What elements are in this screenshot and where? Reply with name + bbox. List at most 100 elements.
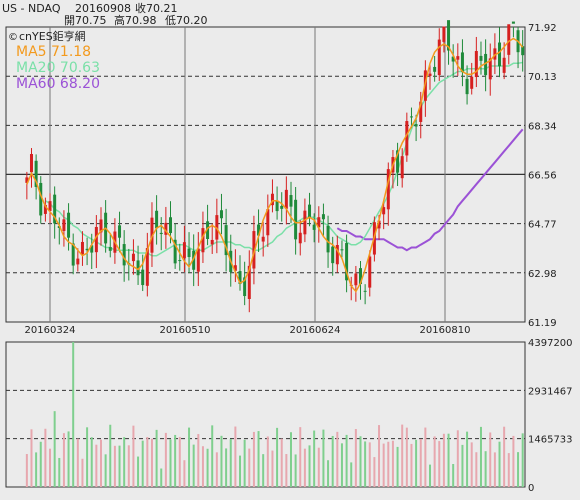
candle-body [474,51,478,78]
candle-body [90,245,94,253]
volume-bar [308,445,311,487]
candle-body [354,273,358,286]
candle-body [294,199,298,240]
candle-body [447,20,451,51]
candle-body [233,265,237,271]
candle-body [358,268,362,285]
volume-bar [507,453,510,487]
candle-body [48,201,52,211]
volume-bar [350,462,353,487]
volume-bar [257,431,260,487]
candle-body [428,73,432,77]
candle-body [169,217,173,234]
volume-bar [174,434,177,487]
volume-bar [215,452,218,487]
volume-bar [201,446,204,487]
candle-body [382,207,386,215]
volume-bar [266,436,269,487]
candle-body [178,260,182,262]
price-tick-label: 66.56 [528,170,557,181]
candle-body [141,269,145,286]
volume-bar [322,429,325,487]
volume-bar [354,428,357,487]
candle-body [386,169,390,210]
volume-bar [289,432,292,487]
volume-bar [405,427,408,487]
candle-body [34,160,38,187]
volume-bar [368,442,371,487]
volume-bar [442,433,445,487]
volume-bar [517,452,520,487]
volume-bars [25,342,524,487]
candle-body [131,253,135,262]
candle-body [118,225,122,238]
volume-bar [285,454,288,487]
candle-body [215,215,219,240]
candle-body [414,124,418,127]
volume-bar [137,456,140,487]
ma60-layer [336,128,524,252]
volume-bar [433,436,436,487]
volume-bar [461,444,464,487]
volume-bar [58,457,61,487]
candle-body [326,225,330,253]
candle-body [261,236,265,242]
price-tick-label: 62.98 [528,269,557,280]
candle-body [80,241,84,255]
candle-body [460,52,464,73]
candle-body [206,221,210,239]
candle-body [257,224,261,236]
volume-bar [498,441,501,487]
date-tick-label: 20160324 [25,325,76,336]
candle-body [345,243,349,281]
candle-body [62,219,66,231]
candle-body [53,194,57,224]
candle-body [289,195,293,207]
volume-bar [396,446,399,487]
volume-bar [234,426,237,487]
candle-body [317,217,321,228]
candle-body [99,219,103,233]
volume-bar [104,454,107,487]
volume-bar [30,429,33,487]
volume-bar [415,439,418,487]
candle-body [405,121,409,156]
candle-body [187,248,191,258]
date-tick-label: 20160510 [160,325,211,336]
candle-body [164,222,168,235]
candle-body [442,26,446,42]
volume-tick-label: 0 [528,483,534,494]
volume-bar [303,448,306,487]
price-tick-label: 68.34 [528,121,557,132]
volume-bar [225,448,228,487]
header-open: 開70.75 [64,14,107,27]
date-tick-label: 20160624 [290,325,341,336]
volume-bar [95,444,98,487]
volume-bar [109,424,112,487]
ma5-line [26,37,524,293]
volume-bar [438,441,441,487]
volume-bar [141,440,144,487]
candle-body [136,260,140,276]
volume-bar [382,443,385,487]
volume-bar [44,428,47,487]
candle-body [201,228,205,253]
candle-body [71,243,75,266]
candle-body [196,248,200,272]
volume-bar [475,452,478,487]
volume-bar [484,451,487,487]
candle-body [377,220,381,229]
price-tick-label: 64.77 [528,220,557,231]
candle-body [266,209,270,236]
candle-body [247,265,251,299]
candle-body [419,101,423,122]
candle-body [396,150,400,173]
candle-body [303,210,307,235]
price-tick-label: 71.92 [528,23,557,34]
header-symbol: US - NDAQ [2,2,61,15]
candle-body [210,239,214,245]
candle-body [437,39,441,76]
candle-body [270,193,274,206]
volume-bar [25,454,28,487]
